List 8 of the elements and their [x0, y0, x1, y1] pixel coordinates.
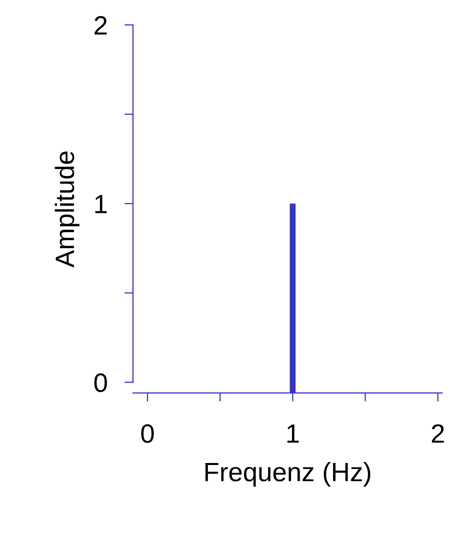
y-tick-label: 2 [94, 16, 107, 34]
x-tick-label: 2 [432, 424, 444, 443]
x-tick-label: 0 [141, 424, 154, 443]
y-axis-title: Amplitude [54, 151, 80, 268]
x-tick-label: 1 [287, 424, 299, 443]
y-tick-label: 1 [95, 194, 107, 214]
y-tick-label: 0 [94, 373, 107, 392]
x-axis-title: Frequenz (Hz) [205, 462, 370, 487]
